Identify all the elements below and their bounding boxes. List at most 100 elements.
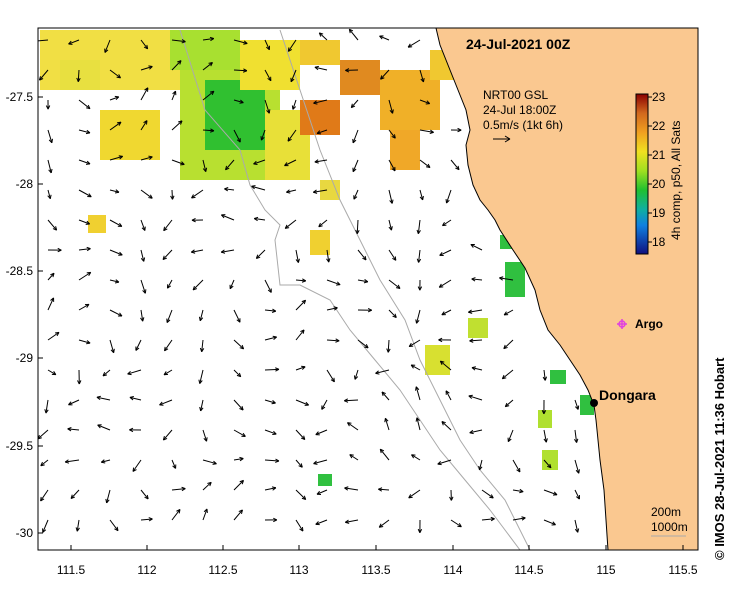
current-arrow-icon bbox=[233, 479, 244, 491]
current-arrow-icon bbox=[68, 399, 80, 406]
current-arrow-icon bbox=[78, 246, 91, 252]
current-arrow-icon bbox=[76, 69, 81, 82]
map-title: 24-Jul-2021 00Z bbox=[466, 36, 571, 52]
current-arrow-icon bbox=[202, 508, 208, 521]
current-arrow-icon bbox=[295, 278, 307, 283]
current-arrow-icon bbox=[233, 509, 243, 521]
current-arrow-icon bbox=[96, 395, 111, 401]
current-arrow-icon bbox=[574, 429, 579, 443]
current-arrow-icon bbox=[287, 39, 297, 52]
current-arrow-icon bbox=[284, 159, 297, 167]
current-arrow-icon bbox=[42, 519, 49, 533]
current-arrow-icon bbox=[415, 417, 421, 431]
current-arrow-icon bbox=[481, 516, 495, 522]
current-arrow-icon bbox=[542, 369, 548, 381]
current-arrow-icon bbox=[295, 429, 306, 440]
current-arrow-icon bbox=[202, 36, 215, 42]
current-arrow-icon bbox=[109, 279, 120, 284]
current-arrow-icon bbox=[202, 90, 215, 101]
current-arrow-icon bbox=[47, 297, 55, 311]
current-arrow-icon bbox=[503, 309, 514, 316]
current-arrow-icon bbox=[378, 487, 390, 492]
current-arrow-icon bbox=[233, 369, 242, 378]
current-arrow-icon bbox=[321, 399, 328, 410]
x-tick-label: 115 bbox=[596, 563, 615, 577]
current-arrow-icon bbox=[295, 519, 304, 532]
current-arrow-icon bbox=[109, 69, 121, 79]
current-arrow-icon bbox=[140, 65, 153, 71]
current-arrow-icon bbox=[411, 454, 421, 461]
current-arrow-icon bbox=[68, 39, 80, 45]
current-arrow-icon bbox=[295, 399, 309, 406]
current-arrow-icon bbox=[295, 329, 305, 341]
current-arrow-icon bbox=[450, 159, 460, 171]
current-arrow-icon bbox=[109, 95, 120, 101]
y-tick-label: -28 bbox=[16, 177, 34, 191]
current-arrow-icon bbox=[543, 459, 552, 469]
current-arrow-icon bbox=[314, 65, 328, 71]
current-arrow-icon bbox=[97, 424, 111, 431]
current-arrow-icon bbox=[512, 488, 524, 494]
current-arrow-icon bbox=[350, 99, 359, 109]
current-arrow-icon bbox=[419, 189, 424, 201]
current-arrow-icon bbox=[70, 489, 80, 499]
x-tick-label: 113.5 bbox=[361, 563, 390, 577]
current-arrow-icon bbox=[233, 99, 244, 104]
current-arrow-icon bbox=[469, 429, 483, 435]
current-arrow-icon bbox=[543, 489, 558, 496]
current-arrow-icon bbox=[102, 369, 111, 377]
current-arrow-icon bbox=[438, 279, 452, 288]
current-arrow-icon bbox=[202, 429, 208, 442]
current-arrow-icon bbox=[503, 339, 514, 350]
current-arrow-icon bbox=[445, 189, 452, 204]
current-arrow-icon bbox=[316, 489, 328, 495]
current-arrow-icon bbox=[251, 185, 266, 191]
current-arrow-icon bbox=[140, 120, 148, 131]
current-arrow-icon bbox=[233, 339, 245, 350]
current-arrow-icon bbox=[47, 129, 53, 144]
current-arrow-icon bbox=[255, 249, 266, 259]
current-arrow-icon bbox=[202, 159, 208, 172]
current-arrow-icon bbox=[295, 249, 300, 263]
current-arrow-icon bbox=[78, 189, 92, 198]
x-tick-label: 112.5 bbox=[208, 563, 237, 577]
current-arrow-icon bbox=[171, 508, 181, 521]
current-arrow-icon bbox=[379, 35, 390, 41]
y-tick-label: -28.5 bbox=[6, 264, 34, 278]
current-arrow-icon bbox=[388, 159, 396, 172]
current-arrow-icon bbox=[287, 129, 297, 142]
current-arrow-icon bbox=[407, 39, 421, 48]
sst-patch bbox=[538, 410, 552, 428]
current-arrow-icon bbox=[290, 69, 297, 83]
colorbar-tick-label: 20 bbox=[652, 177, 666, 191]
current-arrow-icon bbox=[171, 60, 182, 71]
current-arrow-icon bbox=[127, 369, 142, 376]
current-arrow-icon bbox=[388, 219, 393, 231]
current-arrow-icon bbox=[233, 68, 248, 73]
y-axis: -27.5 -28 -28.5 -29 -29.5 -30 bbox=[6, 90, 43, 540]
current-arrow-icon bbox=[286, 189, 297, 194]
current-arrow-icon bbox=[164, 339, 173, 352]
current-arrow-icon bbox=[347, 422, 359, 431]
current-arrow-icon bbox=[140, 249, 146, 262]
current-arrow-icon bbox=[47, 219, 58, 231]
current-arrow-icon bbox=[449, 489, 454, 501]
current-arrow-icon bbox=[224, 187, 235, 192]
current-arrow-icon bbox=[417, 519, 423, 533]
current-arrow-icon bbox=[345, 519, 359, 524]
current-arrow-icon bbox=[202, 481, 212, 491]
current-arrow-icon bbox=[349, 454, 359, 461]
current-arrow-icon bbox=[344, 486, 359, 491]
current-time-label: 24-Jul 18:00Z bbox=[483, 103, 556, 117]
current-arrow-icon bbox=[441, 421, 452, 431]
current-arrow-icon bbox=[109, 219, 123, 227]
current-arrow-icon bbox=[439, 249, 452, 256]
current-arrow-icon bbox=[163, 219, 173, 232]
current-arrow-icon bbox=[441, 309, 452, 316]
sst-patch bbox=[310, 230, 330, 255]
current-vectors bbox=[38, 28, 580, 533]
current-arrow-icon bbox=[470, 243, 483, 251]
current-arrow-icon bbox=[543, 519, 556, 526]
isobath-legend-200m: 200m bbox=[651, 505, 681, 519]
sst-patch bbox=[468, 318, 488, 338]
